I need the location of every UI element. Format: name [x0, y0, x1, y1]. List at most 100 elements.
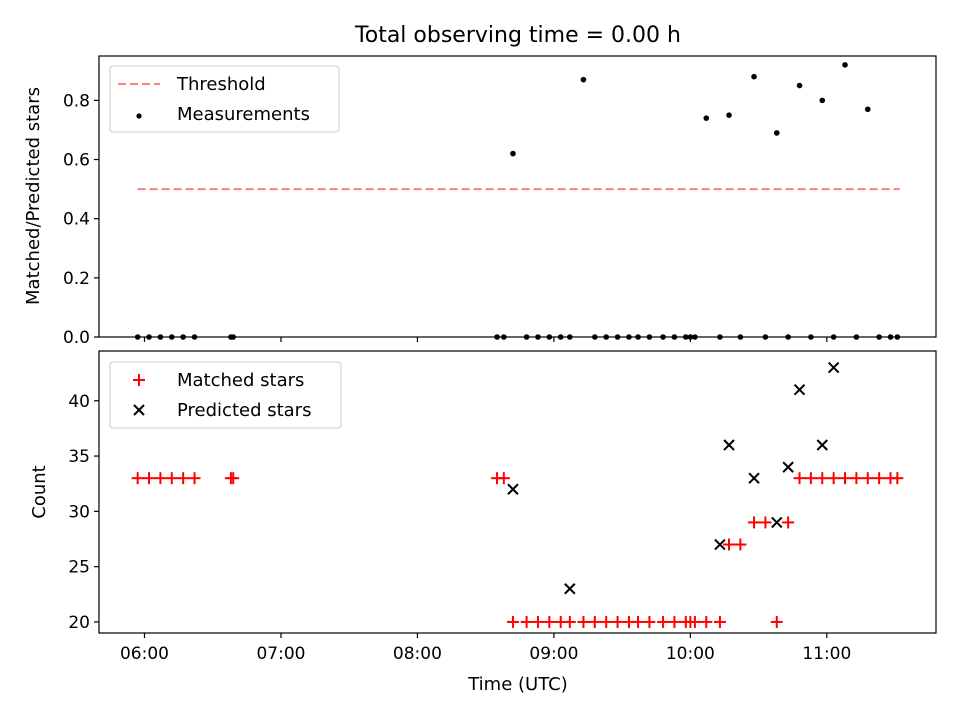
matched-stars-point	[793, 472, 806, 485]
matched-stars-point	[861, 472, 874, 485]
matched-stars-point	[816, 472, 829, 485]
top-legend-box	[109, 65, 340, 133]
bottom-plot-marks	[131, 361, 904, 628]
legend-measurements-label: Measurements	[177, 104, 310, 125]
top-y-axis-label: Matched/Predicted stars	[23, 87, 44, 305]
predicted-stars-point	[816, 439, 828, 451]
top-y-tick-label: 0.0	[63, 328, 90, 348]
top-y-tick-label: 0.8	[63, 91, 90, 111]
x-tick-label: 06:00	[120, 644, 169, 664]
matched-stars-point	[873, 472, 886, 485]
bottom-y-tick-label: 20	[68, 613, 90, 633]
bottom-x-ticks: 06:00 07:00 08:00 09:00 10:00 11:00	[120, 633, 851, 664]
top-plot-marks	[134, 62, 901, 340]
top-panel: Total observing time = 0.00 h Matched/Pr…	[23, 23, 937, 348]
matched-stars-point	[759, 516, 772, 529]
x-tick-label: 08:00	[393, 644, 442, 664]
matched-stars-point	[227, 472, 240, 485]
top-x-ticks	[143, 337, 828, 342]
top-y-tick-label: 0.6	[63, 151, 90, 171]
predicted-stars-point	[723, 439, 735, 451]
measurement-point	[796, 82, 803, 89]
legend-predicted-label: Predicted stars	[177, 400, 311, 421]
bottom-legend: Matched stars Predicted stars	[109, 361, 342, 429]
matched-stars-point	[506, 615, 519, 628]
x-axis-label: Time (UTC)	[467, 674, 568, 695]
bottom-y-tick-label: 35	[68, 447, 90, 467]
matched-stars-point	[827, 472, 840, 485]
matched-stars-point	[891, 472, 904, 485]
matched-stars-point	[497, 472, 510, 485]
matched-stars-point	[632, 615, 645, 628]
matched-stars-point	[804, 472, 817, 485]
matched-stars-point	[782, 516, 795, 529]
matched-stars-point	[734, 538, 747, 551]
matched-stars-point	[165, 472, 178, 485]
matched-stars-point	[723, 538, 736, 551]
measurement-point	[773, 130, 780, 136]
measurement-point	[751, 73, 757, 80]
x-tick-label: 10:00	[666, 644, 715, 664]
matched-stars-point	[563, 615, 576, 628]
matched-stars-point	[600, 615, 613, 628]
matched-stars-point	[131, 472, 144, 485]
top-axes-frame	[98, 55, 937, 338]
measurement-point	[510, 150, 516, 157]
predicted-stars-point	[827, 361, 840, 374]
matched-stars-point	[611, 615, 624, 628]
legend-matched-label: Matched stars	[177, 370, 304, 391]
predicted-stars-point	[714, 538, 726, 551]
matched-stars-point	[850, 472, 863, 485]
measurement-point	[580, 76, 587, 83]
bottom-y-tick-label: 40	[68, 392, 90, 412]
measurement-point	[726, 112, 732, 118]
matched-stars-point	[531, 615, 544, 628]
predicted-stars-point	[793, 383, 806, 396]
legend-predicted-swatch	[133, 404, 145, 416]
matched-stars-point	[588, 615, 601, 628]
measurement-point	[819, 97, 826, 104]
predicted-stars-point	[782, 461, 794, 473]
matched-stars-point	[520, 615, 533, 628]
matched-stars-point	[748, 516, 761, 529]
matched-stars-point	[643, 615, 656, 628]
matched-stars-point	[188, 472, 201, 485]
bottom-axes-frame	[98, 350, 937, 634]
matched-stars-point	[770, 615, 783, 628]
measurement-point	[703, 115, 710, 121]
bottom-y-tick-label: 25	[68, 558, 90, 578]
measurement-point	[842, 62, 848, 68]
measurement-point	[864, 106, 871, 113]
x-tick-label: 09:00	[529, 644, 578, 664]
matched-stars-point	[154, 472, 167, 485]
matched-stars-point	[143, 472, 156, 485]
legend-measurements-swatch	[136, 113, 142, 119]
bottom-y-ticks: 20 25 30 35 40	[68, 392, 99, 633]
matched-stars-point	[577, 615, 590, 628]
legend-matched-swatch	[133, 374, 145, 386]
bottom-legend-box	[109, 361, 342, 429]
predicted-stars-point	[771, 516, 783, 529]
x-tick-label: 07:00	[256, 644, 305, 664]
top-legend: Threshold Measurements	[109, 65, 340, 133]
predicted-stars-point	[748, 472, 760, 484]
chart-title: Total observing time = 0.00 h	[354, 23, 681, 48]
top-y-ticks: 0.0 0.2 0.4 0.6 0.8	[63, 91, 99, 348]
x-tick-label: 11:00	[802, 644, 851, 664]
matched-stars-point	[543, 615, 556, 628]
predicted-stars-point	[564, 583, 576, 595]
matched-stars-point	[668, 615, 681, 628]
top-y-tick-label: 0.2	[63, 269, 90, 289]
predicted-stars-point	[507, 483, 519, 495]
legend-threshold-label: Threshold	[176, 74, 266, 95]
matched-stars-point	[700, 615, 713, 628]
matched-stars-point	[657, 615, 670, 628]
matched-stars-point	[839, 472, 852, 485]
bottom-y-axis-label: Count	[29, 465, 50, 518]
matched-stars-point	[688, 615, 701, 628]
matched-stars-point	[177, 472, 190, 485]
top-y-tick-label: 0.4	[63, 210, 90, 230]
matched-stars-point	[713, 615, 726, 628]
bottom-panel: Count Time (UTC) 20 25 30 35 40 06:00 07:00 08…	[29, 350, 937, 695]
